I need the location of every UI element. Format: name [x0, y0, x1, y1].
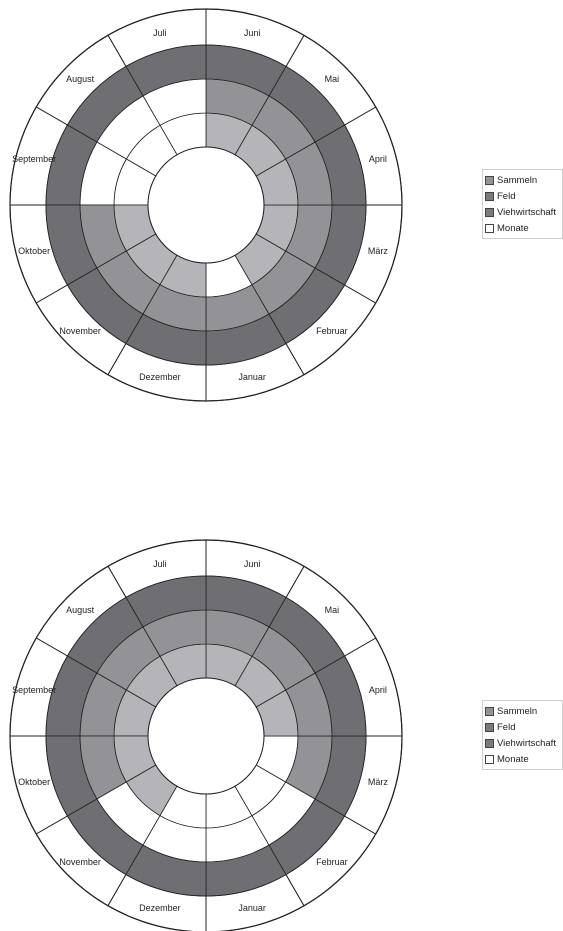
- month-label: Dezember: [139, 903, 181, 913]
- legend-item-viehwirtschaft: Viehwirtschaft: [485, 735, 562, 751]
- ring-segment-viehwirtschaft: [45, 735, 98, 817]
- ring-segment-viehwirtschaft: [125, 313, 207, 366]
- legend-swatch-viehwirtschaft: [485, 207, 494, 217]
- month-label: Januar: [238, 372, 266, 382]
- ring-segment-viehwirtschaft: [268, 798, 346, 876]
- legend-swatch-viehwirtschaft: [485, 738, 494, 748]
- month-label: Januar: [238, 903, 266, 913]
- ring-segment-viehwirtschaft: [45, 204, 98, 286]
- radial-chart-top: Januar Februar März April Mai Juni Juli August S…: [9, 8, 403, 402]
- ring-segment-viehwirtschaft: [125, 44, 207, 97]
- ring-segment-viehwirtschaft: [125, 844, 207, 897]
- month-label: März: [368, 777, 388, 787]
- month-label: April: [369, 685, 387, 695]
- ring-segment-viehwirtschaft: [45, 655, 98, 737]
- legend-swatch-sammeln: [485, 175, 494, 185]
- ring-segment-viehwirtschaft: [66, 596, 144, 674]
- legend-label-feld: Feld: [497, 721, 516, 733]
- legend-swatch-feld: [485, 191, 494, 201]
- month-label: November: [59, 326, 101, 336]
- ring-segment-viehwirtschaft: [268, 596, 346, 674]
- ring-segment-viehwirtschaft: [314, 124, 367, 206]
- legend-label-sammeln: Sammeln: [497, 705, 538, 717]
- month-label: Februar: [316, 326, 348, 336]
- ring-segment-viehwirtschaft: [314, 655, 367, 737]
- ring-segment-viehwirtschaft: [268, 267, 346, 345]
- ring-segment-viehwirtschaft: [66, 798, 144, 876]
- month-label: August: [66, 74, 95, 84]
- ring-segment-viehwirtschaft: [268, 65, 346, 143]
- legend-label-sammeln: Sammeln: [497, 174, 538, 186]
- legend-swatch-monate: [485, 223, 494, 233]
- month-label: August: [66, 605, 95, 615]
- legend-bottom: Sammeln Feld Viehwirtschaft Monate: [482, 700, 563, 770]
- month-label: Juli: [153, 559, 167, 569]
- legend-item-monate: Monate: [485, 220, 562, 236]
- ring-segment-viehwirtschaft: [66, 267, 144, 345]
- legend-swatch-feld: [485, 722, 494, 732]
- legend-item-feld: Feld: [485, 719, 562, 735]
- month-label: Mai: [325, 605, 340, 615]
- ring-segment-viehwirtschaft: [205, 575, 287, 628]
- ring-segment-viehwirtschaft: [314, 204, 367, 286]
- legend-swatch-monate: [485, 754, 494, 764]
- month-label: Oktober: [18, 777, 50, 787]
- legend-item-sammeln: Sammeln: [485, 172, 562, 188]
- outer-ring: [9, 539, 403, 931]
- legend-label-feld: Feld: [497, 190, 516, 202]
- month-label: September: [12, 685, 56, 695]
- radial-chart-bottom: Januar Februar März April Mai Juni Juli August S…: [9, 539, 403, 931]
- outer-ring: [9, 8, 403, 402]
- ring-segment-viehwirtschaft: [66, 65, 144, 143]
- legend-swatch-sammeln: [485, 706, 494, 716]
- legend-label-monate: Monate: [497, 753, 529, 765]
- legend-item-viehwirtschaft: Viehwirtschaft: [485, 204, 562, 220]
- legend-item-feld: Feld: [485, 188, 562, 204]
- month-label: Mai: [325, 74, 340, 84]
- legend-label-viehwirtschaft: Viehwirtschaft: [497, 206, 556, 218]
- month-label: Juni: [244, 559, 261, 569]
- month-label: April: [369, 154, 387, 164]
- month-label: Juli: [153, 28, 167, 38]
- ring-segment-viehwirtschaft: [205, 44, 287, 97]
- month-label: November: [59, 857, 101, 867]
- legend-top: Sammeln Feld Viehwirtschaft Monate: [482, 169, 563, 239]
- center-hole: [147, 677, 265, 795]
- legend-item-sammeln: Sammeln: [485, 703, 562, 719]
- legend-label-monate: Monate: [497, 222, 529, 234]
- ring-segment-viehwirtschaft: [45, 124, 98, 206]
- center-hole: [147, 146, 265, 264]
- ring-segment-viehwirtschaft: [125, 575, 207, 628]
- month-label: März: [368, 246, 388, 256]
- legend-item-monate: Monate: [485, 751, 562, 767]
- month-label: Februar: [316, 857, 348, 867]
- legend-label-viehwirtschaft: Viehwirtschaft: [497, 737, 556, 749]
- month-label: Dezember: [139, 372, 181, 382]
- month-label: Juni: [244, 28, 261, 38]
- month-label: Oktober: [18, 246, 50, 256]
- ring-segment-viehwirtschaft: [314, 735, 367, 817]
- month-label: September: [12, 154, 56, 164]
